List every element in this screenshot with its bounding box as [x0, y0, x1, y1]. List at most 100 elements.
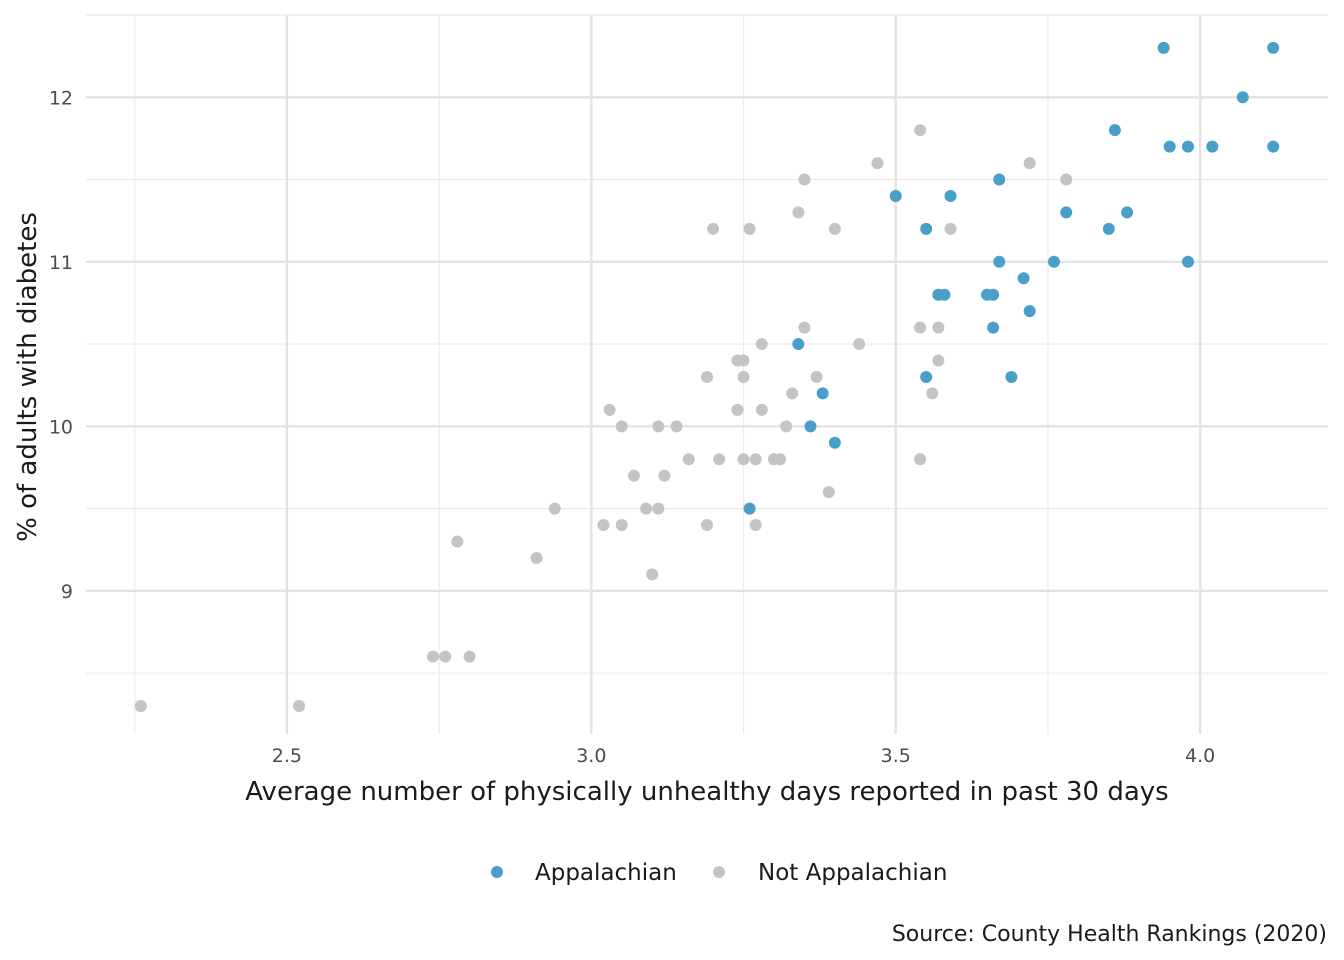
appalachian-point — [993, 173, 1006, 186]
not-appalachian-point — [530, 551, 543, 564]
not-appalachian-point — [926, 387, 939, 400]
appalachian-point — [1017, 272, 1030, 285]
major-gridlines — [86, 15, 1328, 734]
not-appalachian-point — [822, 486, 835, 499]
appalachian-point — [804, 420, 817, 433]
y-tick-label: 12 — [49, 87, 73, 109]
appalachian-point — [792, 338, 805, 351]
appalachian-point — [1267, 140, 1280, 153]
not-appalachian-point — [652, 502, 665, 515]
not-appalachian-point — [134, 700, 147, 713]
appalachian-point — [828, 436, 841, 449]
not-appalachian-point — [670, 420, 683, 433]
appalachian-point — [993, 255, 1006, 268]
appalachian-point — [938, 288, 951, 301]
not-appalachian-point — [615, 519, 628, 532]
appalachian-point — [1267, 41, 1280, 54]
legend: Appalachian Not Appalachian — [491, 860, 947, 886]
not-appalachian-point — [914, 321, 927, 334]
not-appalachian-point — [743, 222, 756, 235]
source-caption: Source: County Health Rankings (2020) — [892, 922, 1327, 947]
not-appalachian-point — [798, 321, 811, 334]
not-appalachian-point — [682, 453, 695, 466]
appalachian-point — [944, 189, 957, 202]
not-appalachian-point — [780, 420, 793, 433]
legend-key-appalachian — [491, 866, 503, 878]
x-tick-label: 4.0 — [1185, 745, 1215, 767]
not-appalachian-point — [755, 338, 768, 351]
not-appalachian-point — [439, 650, 452, 663]
not-appalachian-point — [737, 370, 750, 383]
not-appalachian-point — [701, 370, 713, 383]
x-tick-label: 3.0 — [576, 745, 606, 767]
not-appalachian-point — [914, 124, 927, 137]
y-tick-label: 9 — [61, 581, 73, 603]
not-appalachian-point — [755, 403, 768, 416]
not-appalachian-point — [640, 502, 653, 515]
appalachian-point — [1121, 206, 1134, 219]
minor-gridlines — [86, 14, 1328, 734]
not-appalachian-point — [707, 222, 720, 235]
not-appalachian-point — [548, 502, 561, 515]
not-appalachian-point — [603, 403, 616, 416]
not-appalachian-point — [810, 370, 823, 383]
not-appalachian-point — [658, 469, 671, 482]
not-appalachian-point — [944, 222, 957, 235]
not-appalachian-point — [597, 519, 610, 532]
not-appalachian-point — [451, 535, 464, 548]
not-appalachian-point — [463, 650, 476, 663]
appalachian-point — [987, 288, 1000, 301]
appalachian-point — [1005, 370, 1018, 383]
appalachian-point — [987, 321, 1000, 334]
not-appalachian-point — [615, 420, 628, 433]
not-appalachian-point — [293, 700, 306, 713]
not-appalachian-point — [932, 321, 945, 334]
not-appalachian-point — [646, 568, 659, 581]
not-appalachian-point — [737, 453, 750, 466]
not-appalachian-point — [786, 387, 799, 400]
appalachian-point — [1023, 305, 1036, 318]
appalachian-point — [816, 387, 829, 400]
x-tick-label: 3.5 — [881, 745, 911, 767]
not-appalachian-point — [731, 403, 744, 416]
appalachian-point — [1181, 140, 1194, 153]
appalachian-point — [920, 222, 933, 235]
x-tick-label: 2.5 — [272, 745, 302, 767]
appalachian-point — [1157, 41, 1170, 54]
not-appalachian-point — [427, 650, 440, 663]
x-tick-labels: 2.5 3.0 3.5 4.0 — [272, 745, 1215, 767]
appalachian-point — [1206, 140, 1219, 153]
not-appalachian-point — [792, 206, 805, 219]
appalachian-point — [1048, 255, 1061, 268]
appalachian-point — [1102, 222, 1115, 235]
not-appalachian-point — [871, 157, 884, 170]
not-appalachian-point — [749, 453, 762, 466]
not-appalachian-point — [1023, 157, 1036, 170]
data-points — [134, 41, 1280, 713]
appalachian-point — [1108, 124, 1121, 137]
appalachian-point — [1236, 91, 1249, 104]
not-appalachian-point — [1060, 173, 1073, 186]
legend-label-appalachian: Appalachian — [535, 860, 677, 886]
x-axis-title: Average number of physically unhealthy d… — [245, 777, 1168, 807]
appalachian-point — [1060, 206, 1073, 219]
not-appalachian-point — [737, 354, 750, 367]
appalachian-point — [920, 370, 933, 383]
appalachian-point — [889, 189, 902, 202]
not-appalachian-point — [713, 453, 726, 466]
y-axis-title: % of adults with diabetes — [13, 212, 43, 542]
not-appalachian-point — [798, 173, 811, 186]
not-appalachian-point — [652, 420, 665, 433]
not-appalachian-point — [914, 453, 927, 466]
not-appalachian-point — [828, 222, 841, 235]
not-appalachian-point — [932, 354, 945, 367]
appalachian-point — [1181, 255, 1194, 268]
not-appalachian-point — [701, 519, 713, 532]
not-appalachian-point — [749, 519, 762, 532]
not-appalachian-point — [627, 469, 640, 482]
y-tick-label: 11 — [49, 252, 73, 274]
legend-label-not-appalachian: Not Appalachian — [758, 860, 947, 886]
not-appalachian-point — [853, 338, 866, 351]
not-appalachian-point — [774, 453, 787, 466]
